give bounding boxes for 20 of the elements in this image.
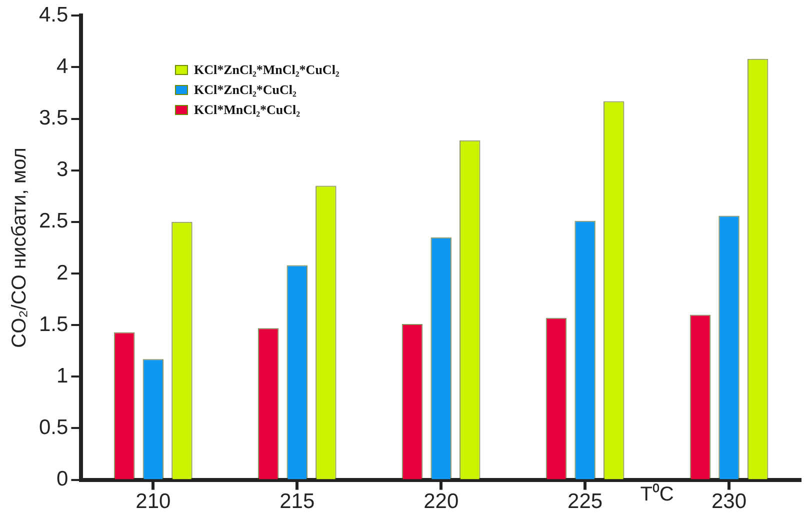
x-tick-label: 230 — [711, 490, 747, 514]
y-tick-label: 2 — [56, 261, 68, 284]
y-tick-label: 3 — [56, 158, 68, 182]
x-tick-label: 210 — [136, 490, 171, 514]
y-tick-label: 0 — [56, 468, 68, 491]
y-tick-label: 4 — [56, 54, 69, 78]
y-tick-label: 2.5 — [38, 210, 68, 233]
x-axis-title: T⁰C — [640, 482, 674, 506]
x-tick-label: 220 — [424, 490, 459, 514]
y-tick-label: 1.5 — [38, 312, 68, 336]
legend-label: KCl*MnCl₂*CuCl₂ — [194, 102, 300, 118]
legend-label: KCl*ZnCl₂*MnCl₂*CuCl₂ — [194, 62, 340, 78]
y-tick-label: 3.5 — [38, 106, 68, 130]
y-tick-label: 4.5 — [38, 3, 68, 26]
x-tick-label: 225 — [568, 490, 603, 514]
x-tick-label: 215 — [280, 490, 315, 514]
legend-label: KCl*ZnCl₂*CuCl₂ — [194, 82, 296, 98]
y-tick-label: 0.5 — [38, 416, 68, 440]
y-tick-label: 1 — [56, 364, 68, 388]
y-axis-title: CO₂/CO нисбати, мол — [8, 148, 31, 348]
